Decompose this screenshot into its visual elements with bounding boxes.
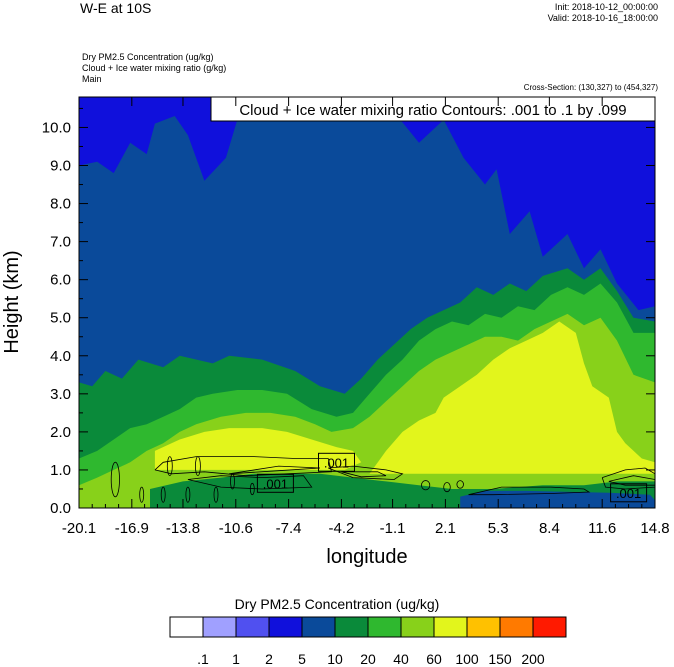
init-time: Init: 2018-10-12_00:00:00: [554, 2, 658, 12]
cloud-contour-east: [468, 467, 655, 496]
field-label-domain: Main: [82, 74, 102, 84]
contour-labels: .001 .001 .001: [256, 452, 648, 503]
cloud-contour-small-cells: [110, 456, 464, 503]
colorbar-level-label: 5: [298, 651, 306, 667]
y-tick-label: 6.0: [50, 272, 71, 289]
colorbar-level-label: 40: [393, 651, 409, 667]
colorbar-swatch: [235, 616, 270, 638]
chart-title: W-E at 10S: [80, 0, 152, 16]
x-axis-label: longitude: [326, 546, 407, 568]
x-tick-label: -13.8: [166, 520, 200, 537]
colorbar-swatch: [499, 616, 534, 638]
field-label-pm25: Dry PM2.5 Concentration (ug/kg): [82, 52, 214, 62]
colorbar-level-label: 100: [455, 651, 479, 667]
x-tick-label: 14.8: [640, 520, 669, 537]
y-tick-label: 10.0: [42, 119, 71, 136]
colorbar-swatch: [268, 616, 303, 638]
contour-label: .001: [610, 483, 648, 503]
pm25-region-surface-blue: [460, 490, 655, 508]
colorbar-level-label: 20: [360, 651, 376, 667]
colorbar-swatch: [433, 616, 468, 638]
colorbar-swatch: [169, 616, 204, 638]
x-tick-label: 8.4: [539, 520, 560, 537]
pm25-filled-contours: [79, 97, 655, 508]
colorbar-level-label: 150: [488, 651, 512, 667]
y-tick-label: 2.0: [50, 424, 71, 441]
colorbar-level-label: 60: [426, 651, 442, 667]
contour-label-text: .001: [616, 486, 641, 501]
x-tick-label: -16.9: [115, 520, 149, 537]
x-tick-label: 11.6: [588, 520, 616, 537]
pm25-region-yellow-west: [154, 428, 362, 470]
x-tick-label: -7.4: [276, 520, 302, 537]
colorbar-level-label: 10: [327, 651, 343, 667]
colorbar-level-label: 200: [521, 651, 545, 667]
x-tick-label: 2.1: [435, 520, 456, 537]
x-tick-label: 5.3: [488, 520, 509, 537]
colorbar-swatch: [400, 616, 435, 638]
cloud-ice-contours: [110, 456, 655, 503]
colorbar-swatch: [202, 616, 237, 638]
colorbar-swatch: [532, 616, 567, 638]
x-tick-label: -1.1: [380, 520, 406, 537]
contour-label: .001: [318, 452, 355, 472]
cloud-contour-west: [154, 456, 333, 490]
contour-label-text: .001: [324, 455, 349, 470]
y-tick-label: 1.0: [50, 462, 71, 479]
x-tick-label: -4.2: [328, 520, 354, 537]
cross-section-label: Cross-Section: (130,327) to (454,327): [523, 83, 658, 92]
x-tick-label: -20.1: [62, 520, 96, 537]
contour-label-text: .001: [263, 476, 288, 491]
pm25-region-yellow-east: [369, 321, 655, 474]
y-tick-label: 9.0: [50, 158, 71, 175]
cloud-contour-center: [328, 465, 404, 480]
y-tick-label: 0.0: [50, 500, 71, 517]
colorbar-title: Dry PM2.5 Concentration (ug/kg): [234, 596, 440, 612]
y-tick-label: 4.0: [50, 348, 71, 365]
y-tick-label: 3.0: [50, 386, 71, 403]
contour-annotation: Cloud + Ice water mixing ratio Contours:…: [239, 102, 626, 119]
colorbar-level-label: 1: [232, 651, 240, 667]
contour-annotation-box: Cloud + Ice water mixing ratio Contours:…: [210, 96, 656, 122]
colorbar-level-label: 2: [265, 651, 273, 667]
colorbar-level-label: .1: [197, 651, 209, 667]
y-axis: 0.0 1.0 2.0 3.0 4.0 5.0 6.0 7.0 8.0 9.0 10.0: [42, 107, 655, 517]
colorbar-swatch: [301, 616, 336, 638]
field-label-cloud: Cloud + Ice water mixing ratio (g/kg): [82, 63, 227, 73]
colorbar-swatch: [367, 616, 402, 638]
y-tick-label: 8.0: [50, 196, 71, 213]
x-tick-label: -10.6: [219, 520, 253, 537]
y-tick-label: 7.0: [50, 234, 71, 251]
contour-label: .001: [256, 473, 294, 493]
valid-time: Valid: 2018-10-16_18:00:00: [547, 13, 658, 23]
y-tick-label: 5.0: [50, 310, 71, 327]
y-axis-label: Height (km): [1, 250, 23, 353]
colorbar-swatch: [334, 616, 369, 638]
x-axis: -20.1 -16.9 -13.8 -10.6 -7.4 -4.2 -1.1 2.1 5.3 8.…: [62, 97, 670, 537]
colorbar-swatch: [466, 616, 501, 638]
colorbar: [169, 616, 567, 638]
